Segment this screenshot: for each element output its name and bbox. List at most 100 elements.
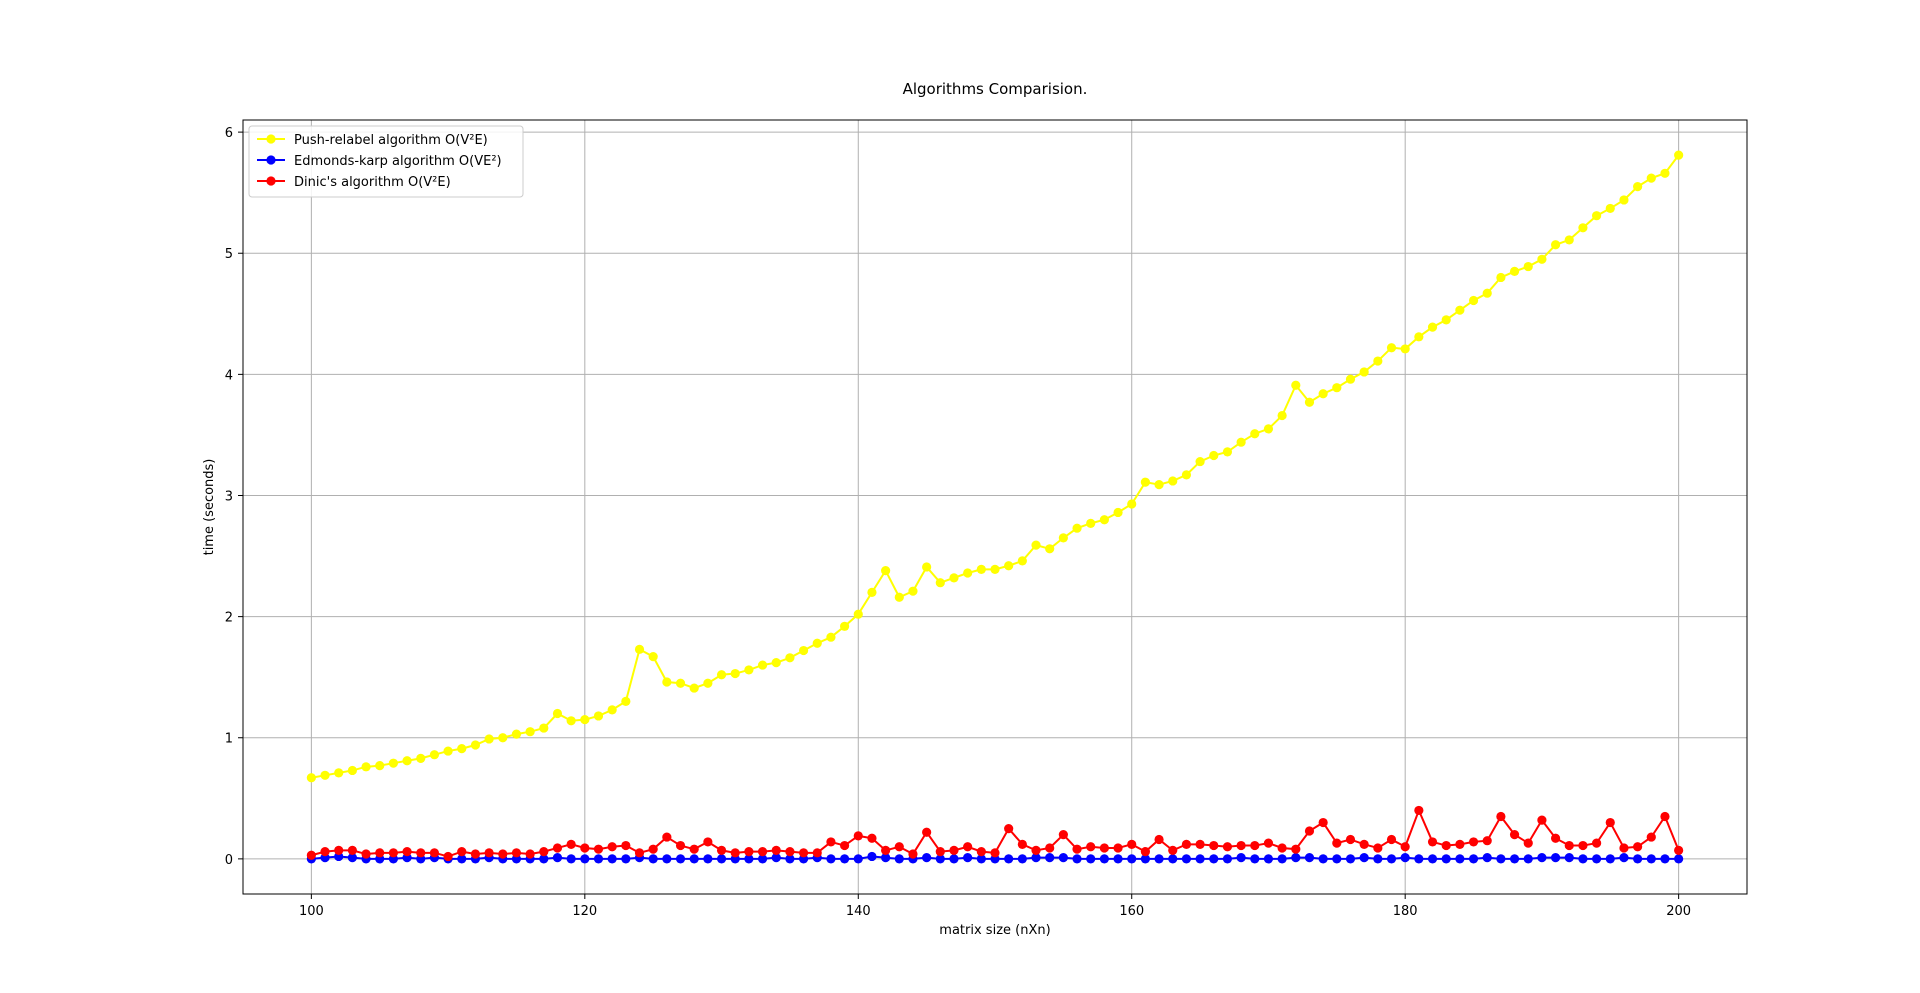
data-point	[1455, 305, 1465, 315]
data-point	[1072, 523, 1082, 533]
data-point	[648, 854, 658, 864]
tick-layer: 100 120 140 160 180 200 0 1 2 3 4 5 6	[225, 126, 1691, 919]
data-point	[1222, 842, 1233, 852]
legend: Push-relabel algorithm O(V²E) Edmonds-kar…	[248, 125, 524, 198]
data-point	[1277, 854, 1287, 864]
data-point	[1345, 374, 1356, 384]
data-point	[1113, 507, 1123, 518]
series-line	[311, 154, 1680, 779]
data-point	[1181, 470, 1192, 480]
x-tick-label: 140	[846, 904, 871, 919]
data-point	[689, 683, 699, 693]
data-point	[689, 844, 699, 854]
data-point	[867, 587, 877, 597]
data-point	[1605, 203, 1615, 214]
data-point	[662, 677, 672, 687]
data-point	[744, 665, 754, 675]
data-point	[881, 845, 891, 855]
data-point	[1605, 854, 1615, 864]
data-point	[771, 853, 781, 863]
y-tick-label: 4	[225, 368, 233, 383]
data-point	[1154, 479, 1164, 490]
data-point	[1509, 854, 1520, 864]
data-point	[484, 848, 494, 858]
data-point	[525, 849, 535, 859]
data-point	[1564, 235, 1574, 245]
data-point	[922, 562, 932, 572]
data-point	[1523, 854, 1533, 864]
data-point	[1304, 826, 1315, 836]
data-point	[388, 848, 398, 858]
data-point	[730, 848, 740, 858]
data-point	[1400, 842, 1410, 852]
data-point	[1318, 854, 1328, 864]
data-point	[1154, 854, 1164, 864]
data-point	[1222, 447, 1233, 457]
data-point	[1127, 499, 1137, 509]
data-point	[1277, 843, 1287, 853]
data-point	[1332, 383, 1342, 393]
data-point	[1318, 817, 1328, 828]
data-point	[1345, 834, 1356, 845]
data-point	[1195, 854, 1205, 864]
data-point	[1045, 843, 1055, 853]
data-point	[935, 854, 945, 864]
data-point	[593, 711, 604, 721]
data-point	[593, 854, 604, 864]
data-point	[1414, 854, 1424, 864]
data-point	[963, 842, 973, 852]
legend-box	[248, 125, 524, 198]
data-point	[1250, 429, 1260, 439]
data-point	[908, 586, 918, 596]
data-point	[935, 847, 945, 857]
chart-title: Algorithms Comparision.	[903, 80, 1088, 98]
data-point	[621, 854, 631, 864]
data-point	[1031, 845, 1041, 855]
data-point	[1441, 315, 1451, 325]
data-point	[1564, 853, 1574, 863]
data-point	[1113, 854, 1123, 864]
data-point	[361, 849, 371, 859]
data-point	[990, 848, 1000, 858]
data-point	[1099, 854, 1109, 864]
data-point	[1660, 168, 1670, 178]
data-point	[552, 708, 563, 719]
data-point	[744, 854, 754, 864]
data-point	[662, 854, 672, 864]
data-point	[1646, 854, 1656, 864]
data-point	[785, 847, 795, 857]
data-point	[1004, 854, 1014, 864]
data-point	[1509, 266, 1520, 277]
data-point	[1550, 833, 1561, 843]
data-point	[1031, 540, 1041, 550]
data-point	[1004, 561, 1014, 571]
legend-marker	[266, 134, 276, 144]
data-point	[976, 847, 986, 857]
data-point	[1373, 854, 1383, 864]
data-point	[1482, 836, 1492, 846]
data-point	[1455, 854, 1465, 864]
data-point	[716, 845, 727, 855]
data-point	[1619, 195, 1629, 205]
grid	[243, 120, 1747, 894]
x-tick-label: 200	[1666, 904, 1691, 919]
data-point	[1633, 854, 1643, 864]
data-point	[785, 653, 795, 663]
data-point	[894, 592, 904, 602]
data-point	[894, 854, 904, 864]
data-point	[1373, 356, 1383, 366]
data-point	[1017, 839, 1027, 849]
data-point	[1031, 853, 1041, 863]
data-point	[1592, 211, 1602, 221]
data-point	[1359, 853, 1369, 863]
x-axis-label: matrix size (nXn)	[939, 923, 1050, 938]
data-point	[1455, 839, 1465, 849]
data-point	[1578, 840, 1588, 851]
data-point	[320, 770, 330, 780]
data-point	[1209, 450, 1219, 461]
data-point	[1113, 843, 1123, 853]
data-point	[1646, 173, 1656, 183]
data-point	[347, 853, 357, 863]
data-point	[457, 847, 467, 857]
data-point	[1140, 847, 1150, 857]
